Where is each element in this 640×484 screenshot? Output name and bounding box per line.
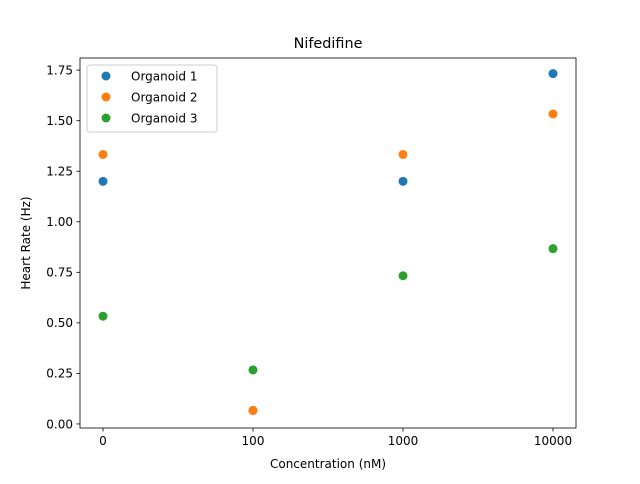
data-point-series-3 (248, 365, 258, 375)
data-point-series-2 (548, 109, 558, 119)
data-point-series-1 (98, 176, 108, 186)
y-tick-label: 0.00 (46, 417, 73, 431)
y-tick-label: 1.00 (46, 215, 73, 229)
legend-marker (101, 113, 111, 123)
data-point-series-3 (548, 244, 558, 254)
y-axis-ticks: 0.00 0.25 0.50 0.75 1.00 1.25 1.50 1.75 (46, 63, 80, 431)
data-point-series-1 (548, 69, 558, 79)
legend-label: Organoid 3 (131, 111, 198, 125)
y-tick-label: 0.75 (46, 266, 73, 280)
data-point-series-3 (398, 271, 408, 281)
legend: Organoid 1 Organoid 2 Organoid 3 (86, 64, 218, 133)
data-point-series-2 (98, 149, 108, 159)
x-tick-label: 0 (99, 434, 107, 448)
x-tick-label: 10000 (534, 434, 572, 448)
plot-area-frame (79, 57, 577, 429)
y-tick-label: 0.50 (46, 316, 73, 330)
legend-marker (101, 71, 111, 81)
y-axis-label: Heart Rate (Hz) (19, 196, 33, 289)
data-point-series-3 (98, 311, 108, 321)
legend-items: Organoid 1 Organoid 2 Organoid 3 (101, 69, 198, 125)
legend-label: Organoid 2 (131, 90, 198, 104)
y-tick-label: 0.25 (46, 367, 73, 381)
y-tick-label: 1.50 (46, 114, 73, 128)
y-tick-label: 1.75 (46, 63, 73, 77)
x-axis-ticks: 0 100 1000 10000 (99, 428, 572, 448)
legend-label: Organoid 1 (131, 69, 198, 83)
data-points (98, 69, 558, 415)
legend-marker (101, 92, 111, 102)
chart-title: Nifedifine (294, 36, 363, 52)
x-axis-label: Concentration (nM) (270, 457, 386, 471)
x-tick-label: 1000 (388, 434, 419, 448)
legend-frame (86, 64, 218, 133)
y-tick-label: 1.25 (46, 165, 73, 179)
data-point-series-2 (398, 149, 408, 159)
x-tick-label: 100 (242, 434, 265, 448)
data-point-series-2 (248, 405, 258, 415)
data-point-series-1 (398, 176, 408, 186)
